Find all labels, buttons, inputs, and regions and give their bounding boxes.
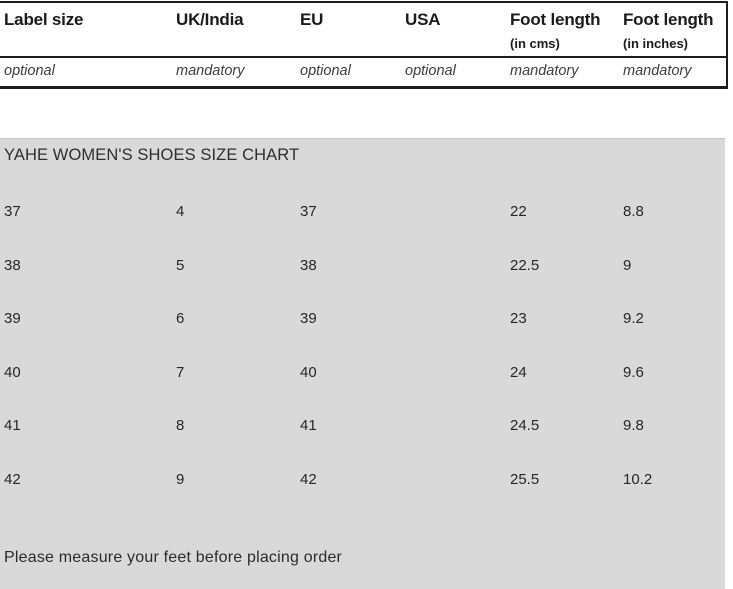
- table-cell: 25.5: [510, 470, 540, 488]
- size-table: 37 4 37 22 8.8 38 5 38 22.5 9 39 6 39 23: [0, 196, 728, 517]
- table-cell: 24.5: [510, 417, 540, 434]
- right-rule-line: [726, 1, 728, 89]
- column-label: Label size: [4, 10, 84, 29]
- bottom-rule-line: [0, 86, 728, 89]
- requirement-label-size: optional: [4, 63, 55, 79]
- table-row: 41 8 41 24.5 9.8: [0, 410, 728, 464]
- table-cell: 24: [510, 363, 527, 381]
- table-cell: 9: [176, 470, 185, 488]
- table-row: 37 4 37 22 8.8: [0, 196, 728, 250]
- table-cell: 37: [4, 203, 21, 220]
- column-label: USA: [405, 10, 441, 29]
- table-cell: 9.2: [623, 310, 644, 327]
- chart-title: YAHE WOMEN'S SHOES SIZE CHART: [4, 146, 300, 164]
- measure-feet-note: Please measure your feet before placing …: [4, 549, 343, 566]
- table-cell: 39: [4, 310, 21, 327]
- table-cell: 4: [176, 203, 185, 220]
- column-label: EU: [300, 10, 324, 29]
- requirement-usa: optional: [405, 63, 456, 79]
- table-cell: 42: [4, 470, 21, 488]
- size-chart-header: Label size UK/India EU USA Foot length (…: [0, 0, 733, 138]
- table-cell: [405, 357, 510, 411]
- table-cell: 42: [300, 470, 317, 488]
- top-rule-line: [0, 1, 728, 3]
- column-header-foot-length-inches: Foot length (in inches): [623, 8, 728, 52]
- size-chart-body: YAHE WOMEN'S SHOES SIZE CHART 37 4 37 22…: [0, 138, 725, 589]
- table-cell: 6: [176, 310, 185, 327]
- table-row: 42 9 42 25.5 10.2: [0, 464, 728, 518]
- table-row: 38 5 38 22.5 9: [0, 250, 728, 304]
- table-cell: [405, 250, 510, 304]
- column-header-usa: USA: [405, 8, 510, 52]
- column-header-eu: EU: [300, 8, 405, 52]
- table-cell: 5: [176, 256, 185, 274]
- table-cell: 40: [300, 363, 317, 381]
- table-cell: 37: [300, 203, 317, 220]
- table-cell: 10.2: [623, 470, 653, 488]
- table-cell: 8.8: [623, 203, 644, 220]
- table-cell: [405, 196, 510, 250]
- table-cell: 39: [300, 310, 317, 327]
- requirement-uk-india: mandatory: [176, 63, 245, 79]
- table-cell: [405, 464, 510, 518]
- column-header-uk-india: UK/India: [176, 8, 300, 52]
- requirement-foot-length-cms: mandatory: [510, 63, 579, 79]
- table-cell: 9: [623, 256, 632, 274]
- column-label: Foot length: [510, 10, 601, 29]
- table-cell: 41: [4, 417, 21, 434]
- table-cell: [405, 303, 510, 357]
- table-cell: 9.8: [623, 417, 644, 434]
- table-cell: 22: [510, 203, 527, 220]
- column-label: Foot length: [623, 10, 714, 29]
- column-sublabel: (in inches): [623, 36, 689, 51]
- table-row: 40 7 40 24 9.6: [0, 357, 728, 411]
- column-header-foot-length-cms: Foot length (in cms): [510, 8, 623, 52]
- column-header-row: Label size UK/India EU USA Foot length (…: [0, 8, 728, 52]
- table-cell: 23: [510, 310, 527, 327]
- table-cell: [405, 410, 510, 464]
- column-sublabel: (in cms): [510, 36, 560, 51]
- column-label: UK/India: [176, 10, 244, 29]
- table-cell: 38: [4, 256, 21, 274]
- column-header-label-size: Label size: [0, 8, 176, 52]
- table-cell: 8: [176, 417, 185, 434]
- table-row: 39 6 39 23 9.2: [0, 303, 728, 357]
- requirement-row: optional mandatory optional optional man…: [0, 62, 728, 80]
- table-cell: 41: [300, 417, 317, 434]
- middle-rule-line: [0, 56, 728, 58]
- requirement-foot-length-inches: mandatory: [623, 63, 692, 79]
- table-cell: 40: [4, 363, 21, 381]
- table-cell: 38: [300, 256, 317, 274]
- table-cell: 7: [176, 363, 185, 381]
- table-cell: 9.6: [623, 363, 644, 381]
- requirement-eu: optional: [300, 63, 351, 79]
- table-cell: 22.5: [510, 256, 540, 274]
